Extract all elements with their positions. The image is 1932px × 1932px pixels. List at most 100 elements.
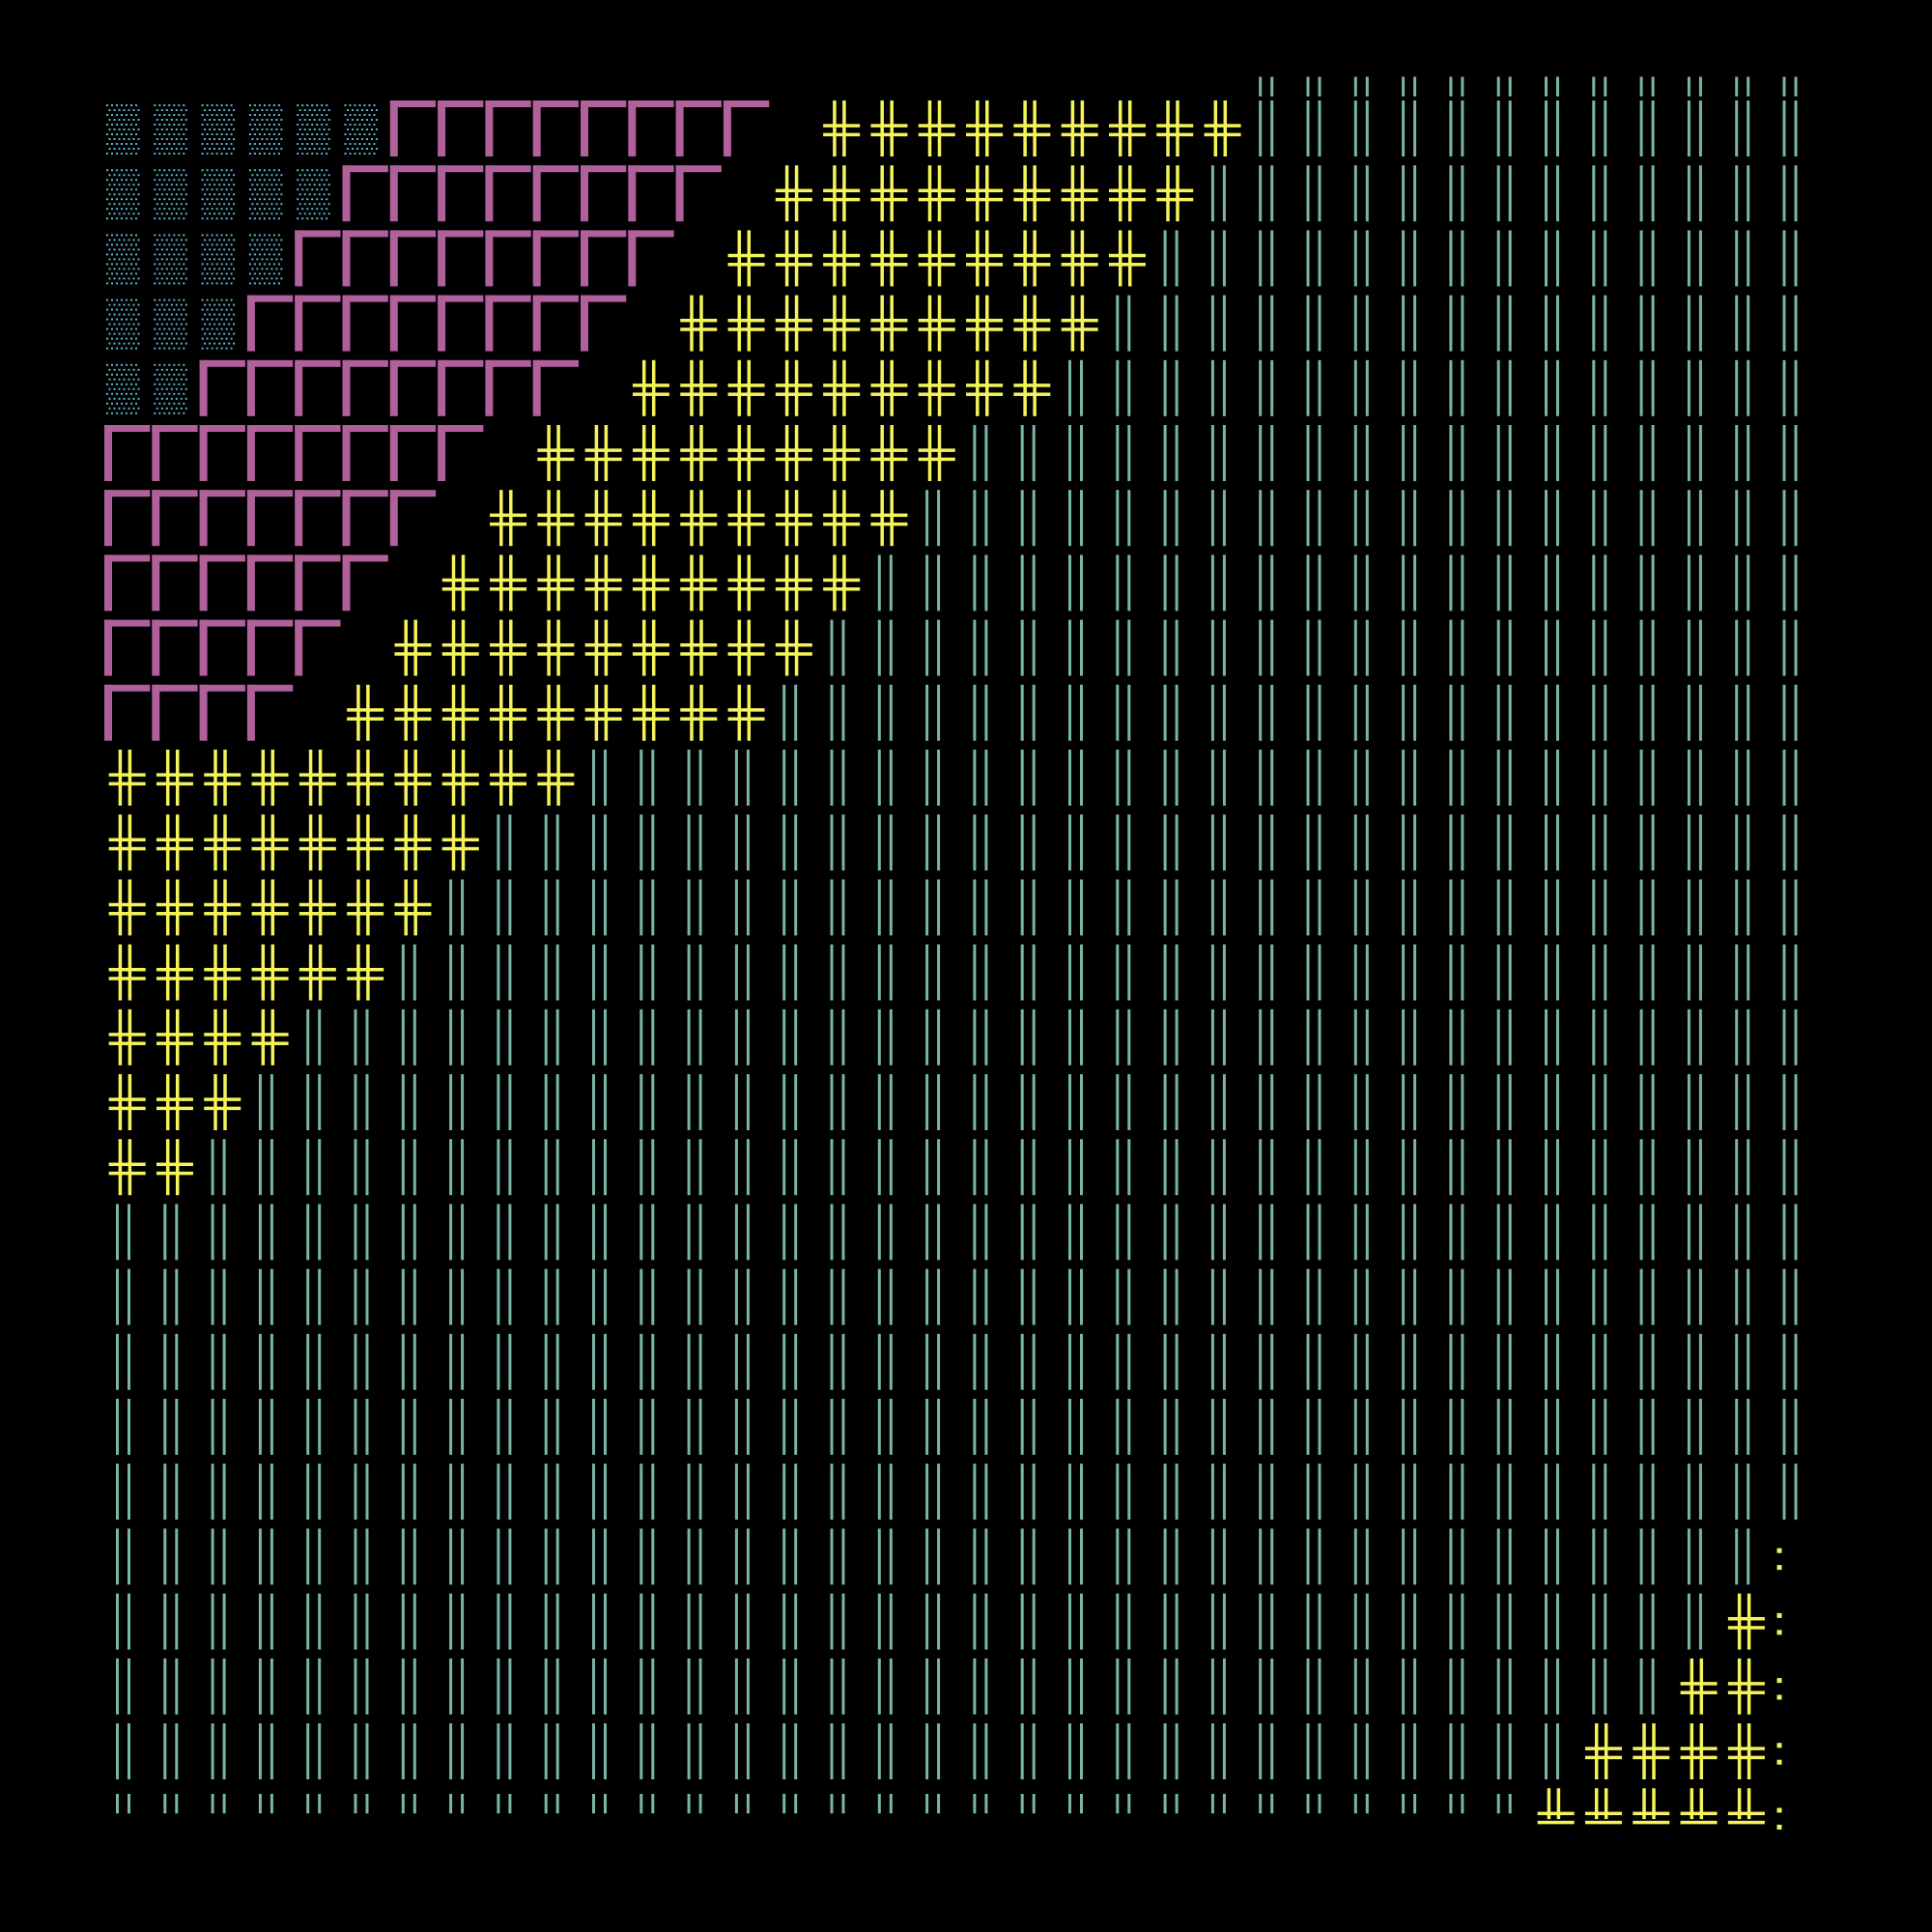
double-vertical-bar-glyph [878,1334,893,1390]
double-vertical-bar-glyph [116,1204,130,1260]
double-vertical-bar-glyph [449,1528,464,1584]
double-vertical-bar-glyph [212,1269,226,1325]
double-cross-glyph [1633,1723,1669,1779]
double-vertical-bar-glyph [639,1399,654,1455]
double-vertical-bar-glyph [545,1269,559,1325]
double-vertical-bar-glyph [1449,879,1463,935]
double-vertical-bar-glyph [163,1723,178,1779]
double-cross-glyph [442,685,479,741]
double-vertical-bar-glyph [1211,425,1226,481]
double-cross-glyph [394,750,431,806]
double-vertical-bar-glyph [1592,230,1606,286]
dotted-shade-glyph [154,234,187,284]
double-vertical-bar-glyph [212,1659,226,1715]
double-vertical-bar-glyph [831,1463,845,1520]
double-vertical-bar-glyph [1783,296,1798,352]
double-vertical-bar-glyph [1068,360,1083,416]
double-vertical-bar-glyph [1164,1528,1179,1584]
box-frame-glyph [438,425,483,481]
double-cross-glyph [1205,100,1241,156]
dotted-shade-glyph [106,234,140,284]
double-vertical-bar-glyph [402,1794,416,1813]
double-cross-glyph [442,814,479,870]
double-vertical-bar-glyph [1307,1204,1321,1260]
colon-glyph [1777,1808,1782,1830]
double-vertical-bar-glyph [1307,1723,1321,1779]
double-vertical-bar-glyph [688,945,702,1001]
double-vertical-bar-glyph [1735,230,1749,286]
double-vertical-bar-glyph [1402,1594,1416,1650]
box-frame-glyph [247,296,293,352]
double-cross-glyph [1062,296,1098,352]
double-cross-glyph [204,1009,241,1065]
double-cross-glyph [442,620,479,676]
double-vertical-bar-glyph [1449,230,1463,286]
double-vertical-bar-glyph [878,1463,893,1520]
double-vertical-bar-glyph [1402,230,1416,286]
double-vertical-bar-glyph [402,1659,416,1715]
double-vertical-bar-glyph [1497,814,1512,870]
double-vertical-bar-glyph [1735,1074,1749,1130]
double-vertical-bar-glyph [1735,814,1749,870]
double-vertical-bar-glyph [1783,100,1798,156]
double-vertical-bar-glyph [1735,490,1749,546]
double-vertical-bar-glyph [1068,425,1083,481]
double-vertical-bar-glyph [1354,1009,1369,1065]
double-cross-glyph [109,879,146,935]
double-vertical-bar-glyph [1640,1139,1655,1195]
double-vertical-bar-glyph [1497,685,1512,741]
double-vertical-bar-glyph [1497,750,1512,806]
double-vertical-bar-glyph [1116,296,1130,352]
bar-glyph [1402,77,1416,97]
double-cross-glyph [1585,1723,1622,1779]
double-vertical-bar-glyph [688,1269,702,1325]
double-vertical-bar-glyph [1688,1269,1702,1325]
double-vertical-bar-glyph [878,1269,893,1325]
double-vertical-bar-glyph [1021,879,1036,935]
double-vertical-bar-glyph [1402,490,1416,546]
double-cross-glyph [870,490,907,546]
double-cross-glyph [109,750,146,806]
double-vertical-bar-glyph [1116,1723,1130,1779]
double-cross-glyph [966,296,1003,352]
double-vertical-bar-glyph [1592,1074,1606,1130]
double-vertical-bar-glyph [1497,296,1512,352]
double-vertical-bar-glyph [1211,750,1226,806]
double-vertical-bar-glyph [497,1528,511,1584]
double-vertical-bar-glyph [1592,945,1606,1001]
double-vertical-bar-glyph [1116,1463,1130,1520]
double-vertical-bar-glyph [1402,685,1416,741]
double-vertical-bar-glyph [592,1794,607,1813]
double-vertical-bar-glyph [1068,1528,1083,1584]
double-cross-glyph [633,360,669,416]
double-vertical-bar-glyph [973,1074,987,1130]
double-cross-glyph [633,490,669,546]
double-vertical-bar-glyph [1068,1723,1083,1779]
double-vertical-bar-glyph [735,1794,750,1813]
double-vertical-bar-glyph [1021,945,1036,1001]
double-vertical-bar-glyph [1402,1139,1416,1195]
double-vertical-bar-glyph [1497,879,1512,935]
double-vertical-bar-glyph [1688,360,1702,416]
double-cross-glyph [299,750,336,806]
double-cross-glyph [299,879,336,935]
double-up-horizontal-glyph [1538,1788,1575,1824]
double-vertical-bar-glyph [1783,1074,1798,1130]
double-vertical-bar-glyph [782,1399,797,1455]
double-vertical-bar-glyph [831,620,845,676]
double-vertical-bar-glyph [639,1334,654,1390]
double-vertical-bar-glyph [402,1074,416,1130]
double-vertical-bar-glyph [116,1659,130,1715]
double-vertical-bar-glyph [1164,1269,1179,1325]
double-vertical-bar-glyph [212,1528,226,1584]
double-vertical-bar-glyph [925,620,940,676]
double-cross-glyph [394,879,431,935]
double-vertical-bar-glyph [878,554,893,611]
double-cross-glyph [680,490,717,546]
double-vertical-bar-glyph [402,1139,416,1195]
box-frame-glyph [724,100,769,156]
double-vertical-bar-glyph [1354,1594,1369,1650]
double-vertical-bar-glyph [925,1269,940,1325]
double-vertical-bar-glyph [925,879,940,935]
double-vertical-bar-glyph [1497,554,1512,611]
